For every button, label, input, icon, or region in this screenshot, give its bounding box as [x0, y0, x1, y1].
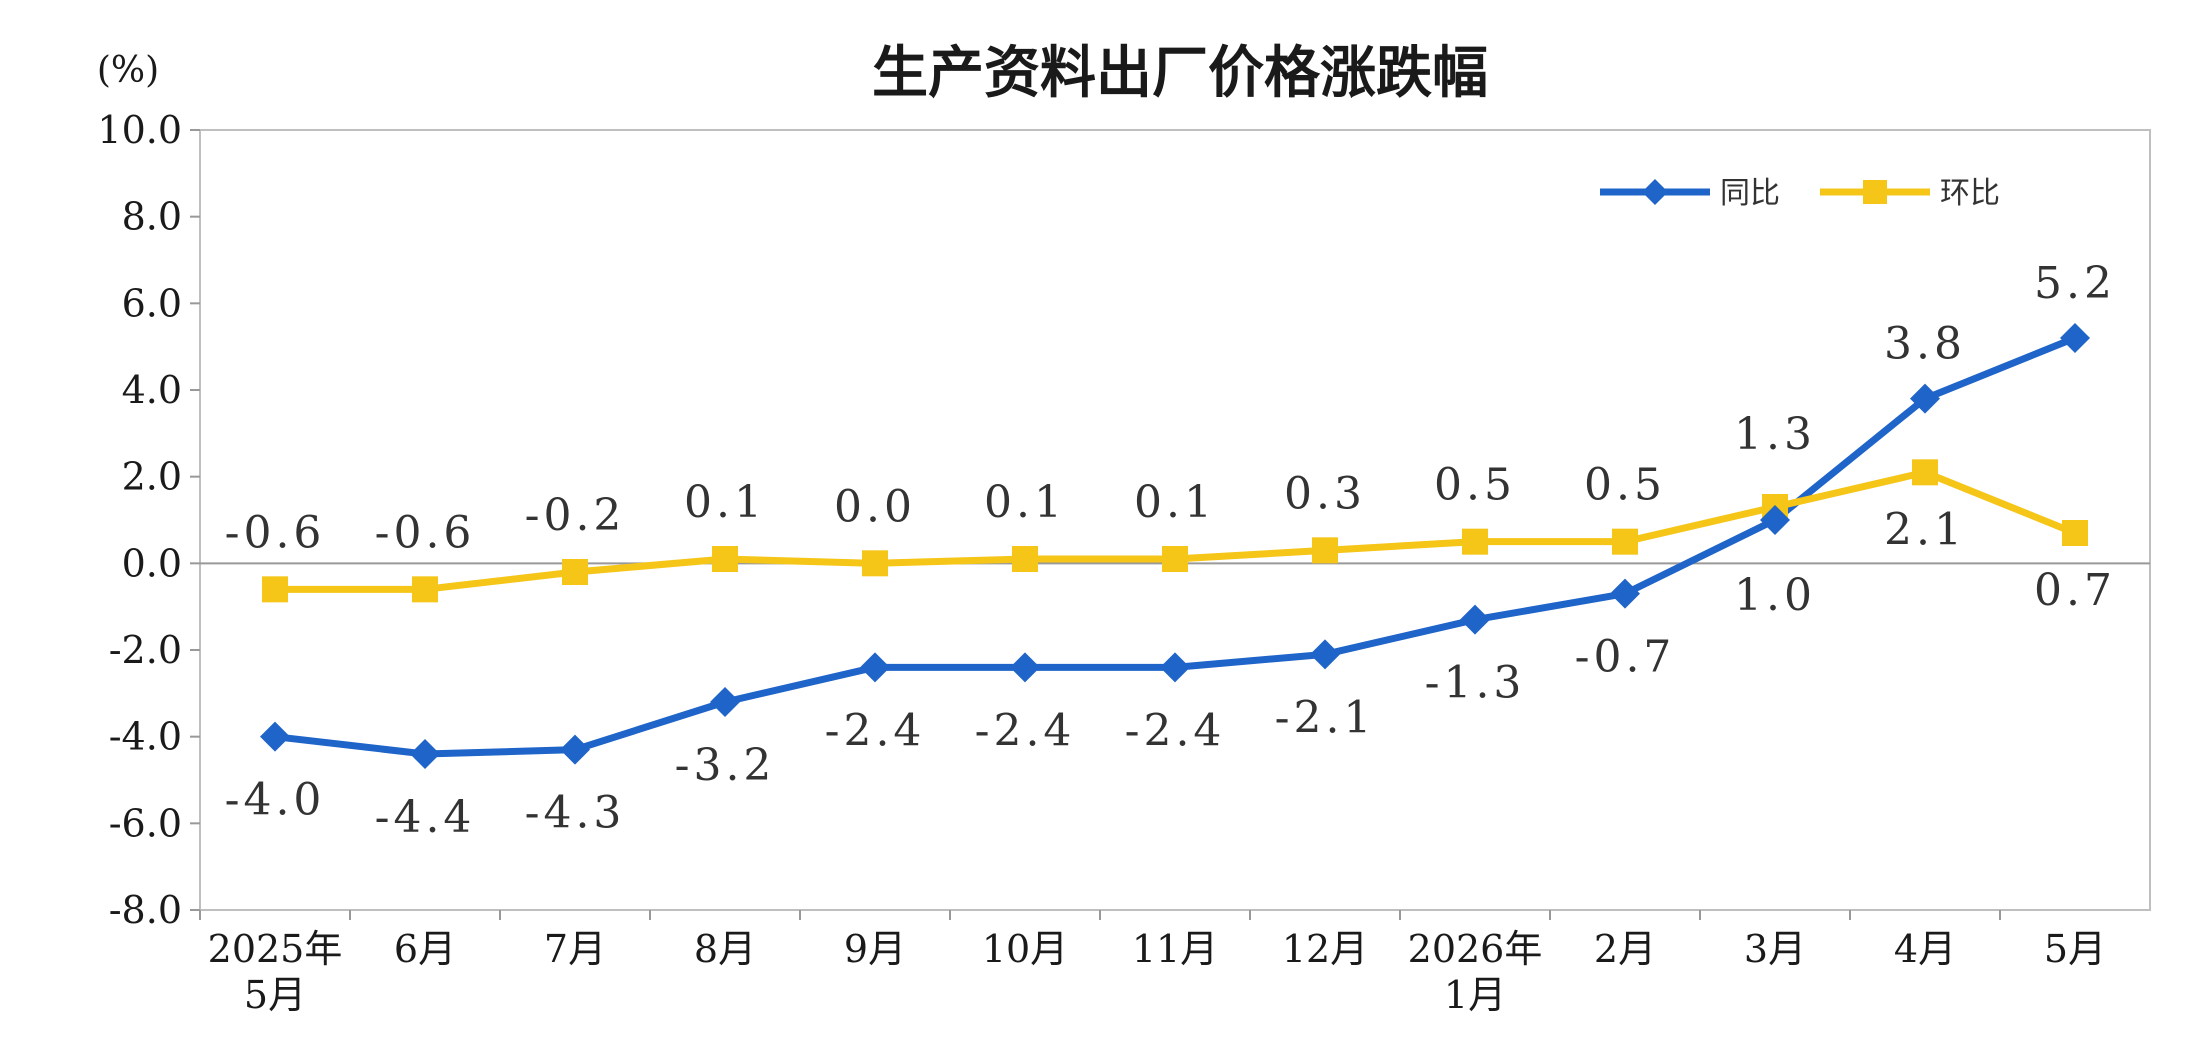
yoy-point [1610, 578, 1640, 609]
series-layer [260, 323, 2090, 769]
yoy-point [710, 687, 740, 717]
mom-point [1912, 459, 1938, 486]
y-tick-label: 10.0 [97, 108, 182, 152]
mom-data-label: 0.3 [1284, 468, 1366, 519]
y-tick-label: -2.0 [109, 628, 182, 672]
mom-data-label: 0.1 [984, 477, 1066, 528]
legend-label: 同比 [1720, 176, 1780, 211]
mom-data-label: 1.3 [1734, 409, 1816, 460]
yoy-data-label: -2.4 [825, 705, 926, 756]
mom-point [1312, 537, 1338, 564]
yoy-point [1760, 505, 1790, 535]
legend-marker [1863, 180, 1887, 204]
yoy-data-label: -4.3 [525, 788, 626, 839]
x-tick-label: 5月 [2044, 927, 2106, 971]
yoy-data-label: -4.4 [375, 792, 476, 843]
yoy-data-label: 3.8 [1884, 319, 1966, 370]
legend-marker [1642, 179, 1668, 205]
yoy-data-label: -2.1 [1275, 692, 1376, 743]
yoy-data-label: -3.2 [675, 740, 776, 791]
x-tick-label: 9月 [844, 927, 906, 971]
y-tick-label: -8.0 [109, 888, 182, 932]
x-tick-label: 1月 [1444, 973, 1506, 1017]
yoy-point [1310, 639, 1340, 670]
yoy-data-label: -0.7 [1575, 632, 1676, 683]
x-tick-label: 6月 [394, 927, 456, 971]
yoy-data-label: 1.0 [1734, 570, 1816, 621]
mom-data-label: 0.0 [834, 481, 916, 532]
mom-data-label: 0.1 [1134, 477, 1216, 528]
yoy-point [1460, 604, 1490, 635]
mom-data-label: 0.1 [684, 477, 766, 528]
mom-data-label: 0.7 [2034, 565, 2116, 616]
y-tick-label: 8.0 [122, 195, 182, 239]
x-tick-label: 11月 [1132, 927, 1218, 971]
mom-point [862, 550, 888, 577]
y-tick-label: 6.0 [122, 281, 182, 325]
mom-data-label: -0.6 [375, 507, 476, 558]
y-tick-label: 4.0 [122, 368, 182, 412]
data-labels: -4.0 -4.4 -4.3 -3.2 -2.4 -2.4 -2.4 -2.1 -1.3 -0.7… [225, 258, 2116, 843]
mom-data-label: -0.6 [225, 507, 326, 558]
y-tick-label: 0.0 [122, 541, 182, 585]
mom-point [712, 546, 738, 572]
yoy-data-label: -2.4 [975, 705, 1076, 756]
yoy-point [1010, 652, 1040, 683]
mom-point [2062, 520, 2088, 546]
x-tick-label: 12月 [1282, 927, 1368, 971]
legend: 同比 环比 [1600, 176, 2000, 211]
yoy-point [1160, 652, 1190, 683]
plot-area [199, 129, 2151, 911]
mom-data-label: 0.5 [1584, 460, 1666, 511]
yoy-point [1910, 383, 1940, 414]
x-tick-label: 2025年 [208, 927, 343, 971]
legend-label: 环比 [1940, 176, 2000, 211]
y-tick-label: -4.0 [109, 715, 182, 759]
mom-point [562, 559, 588, 585]
mom-point [1012, 546, 1038, 572]
x-tick-label: 5月 [244, 973, 306, 1017]
yoy-data-label: 5.2 [2034, 258, 2116, 309]
y-axis: 10.0 8.0 6.0 4.0 2.0 0.0 -2.0 -4.0 -6.0 -8.0 [97, 108, 200, 932]
x-tick-label: 8月 [694, 927, 756, 971]
mom-point [262, 576, 288, 603]
mom-point [1462, 528, 1488, 555]
x-tick-label: 7月 [544, 927, 606, 971]
yoy-data-label: -4.0 [225, 775, 326, 826]
mom-data-label: 2.1 [1884, 504, 1966, 555]
yoy-point [2060, 323, 2090, 353]
mom-point [412, 576, 438, 603]
y-tick-label: 2.0 [122, 455, 182, 499]
mom-data-label: -0.2 [525, 490, 626, 541]
yoy-point [410, 739, 440, 769]
mom-point [1612, 528, 1638, 555]
mom-point [1162, 546, 1188, 572]
yoy-point [560, 734, 590, 765]
chart-title: 生产资料出厂价格涨跌幅 [872, 41, 1488, 106]
x-tick-label: 4月 [1894, 927, 1956, 971]
yoy-data-label: -1.3 [1425, 658, 1526, 709]
x-tick-label: 2月 [1594, 927, 1656, 971]
x-tick-label: 2026年 [1408, 927, 1543, 971]
yoy-data-label: -2.4 [1125, 705, 1226, 756]
x-tick-label: 10月 [982, 927, 1068, 971]
mom-data-label: 0.5 [1434, 460, 1516, 511]
yoy-point [860, 652, 890, 683]
y-tick-label: -6.0 [109, 801, 182, 845]
y-axis-unit: (%) [97, 50, 159, 91]
x-tick-label: 3月 [1744, 927, 1806, 971]
yoy-point [260, 721, 290, 752]
